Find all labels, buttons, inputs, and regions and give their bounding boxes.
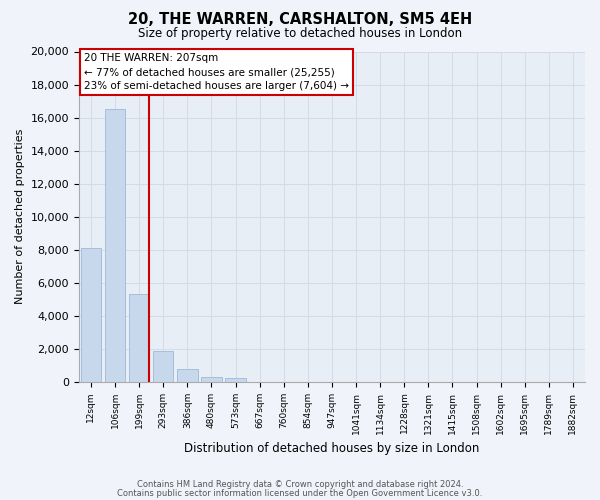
- Text: Contains public sector information licensed under the Open Government Licence v3: Contains public sector information licen…: [118, 488, 482, 498]
- Bar: [81, 248, 101, 382]
- Bar: [177, 370, 197, 382]
- Text: 20 THE WARREN: 207sqm
← 77% of detached houses are smaller (25,255)
23% of semi-: 20 THE WARREN: 207sqm ← 77% of detached …: [84, 53, 349, 91]
- Bar: [105, 110, 125, 382]
- Bar: [226, 378, 246, 382]
- Text: Size of property relative to detached houses in London: Size of property relative to detached ho…: [138, 28, 462, 40]
- Text: Contains HM Land Registry data © Crown copyright and database right 2024.: Contains HM Land Registry data © Crown c…: [137, 480, 463, 489]
- Bar: [201, 378, 221, 382]
- X-axis label: Distribution of detached houses by size in London: Distribution of detached houses by size …: [184, 442, 479, 455]
- Text: 20, THE WARREN, CARSHALTON, SM5 4EH: 20, THE WARREN, CARSHALTON, SM5 4EH: [128, 12, 472, 28]
- Bar: [129, 294, 149, 382]
- Y-axis label: Number of detached properties: Number of detached properties: [15, 129, 25, 304]
- Bar: [153, 352, 173, 382]
